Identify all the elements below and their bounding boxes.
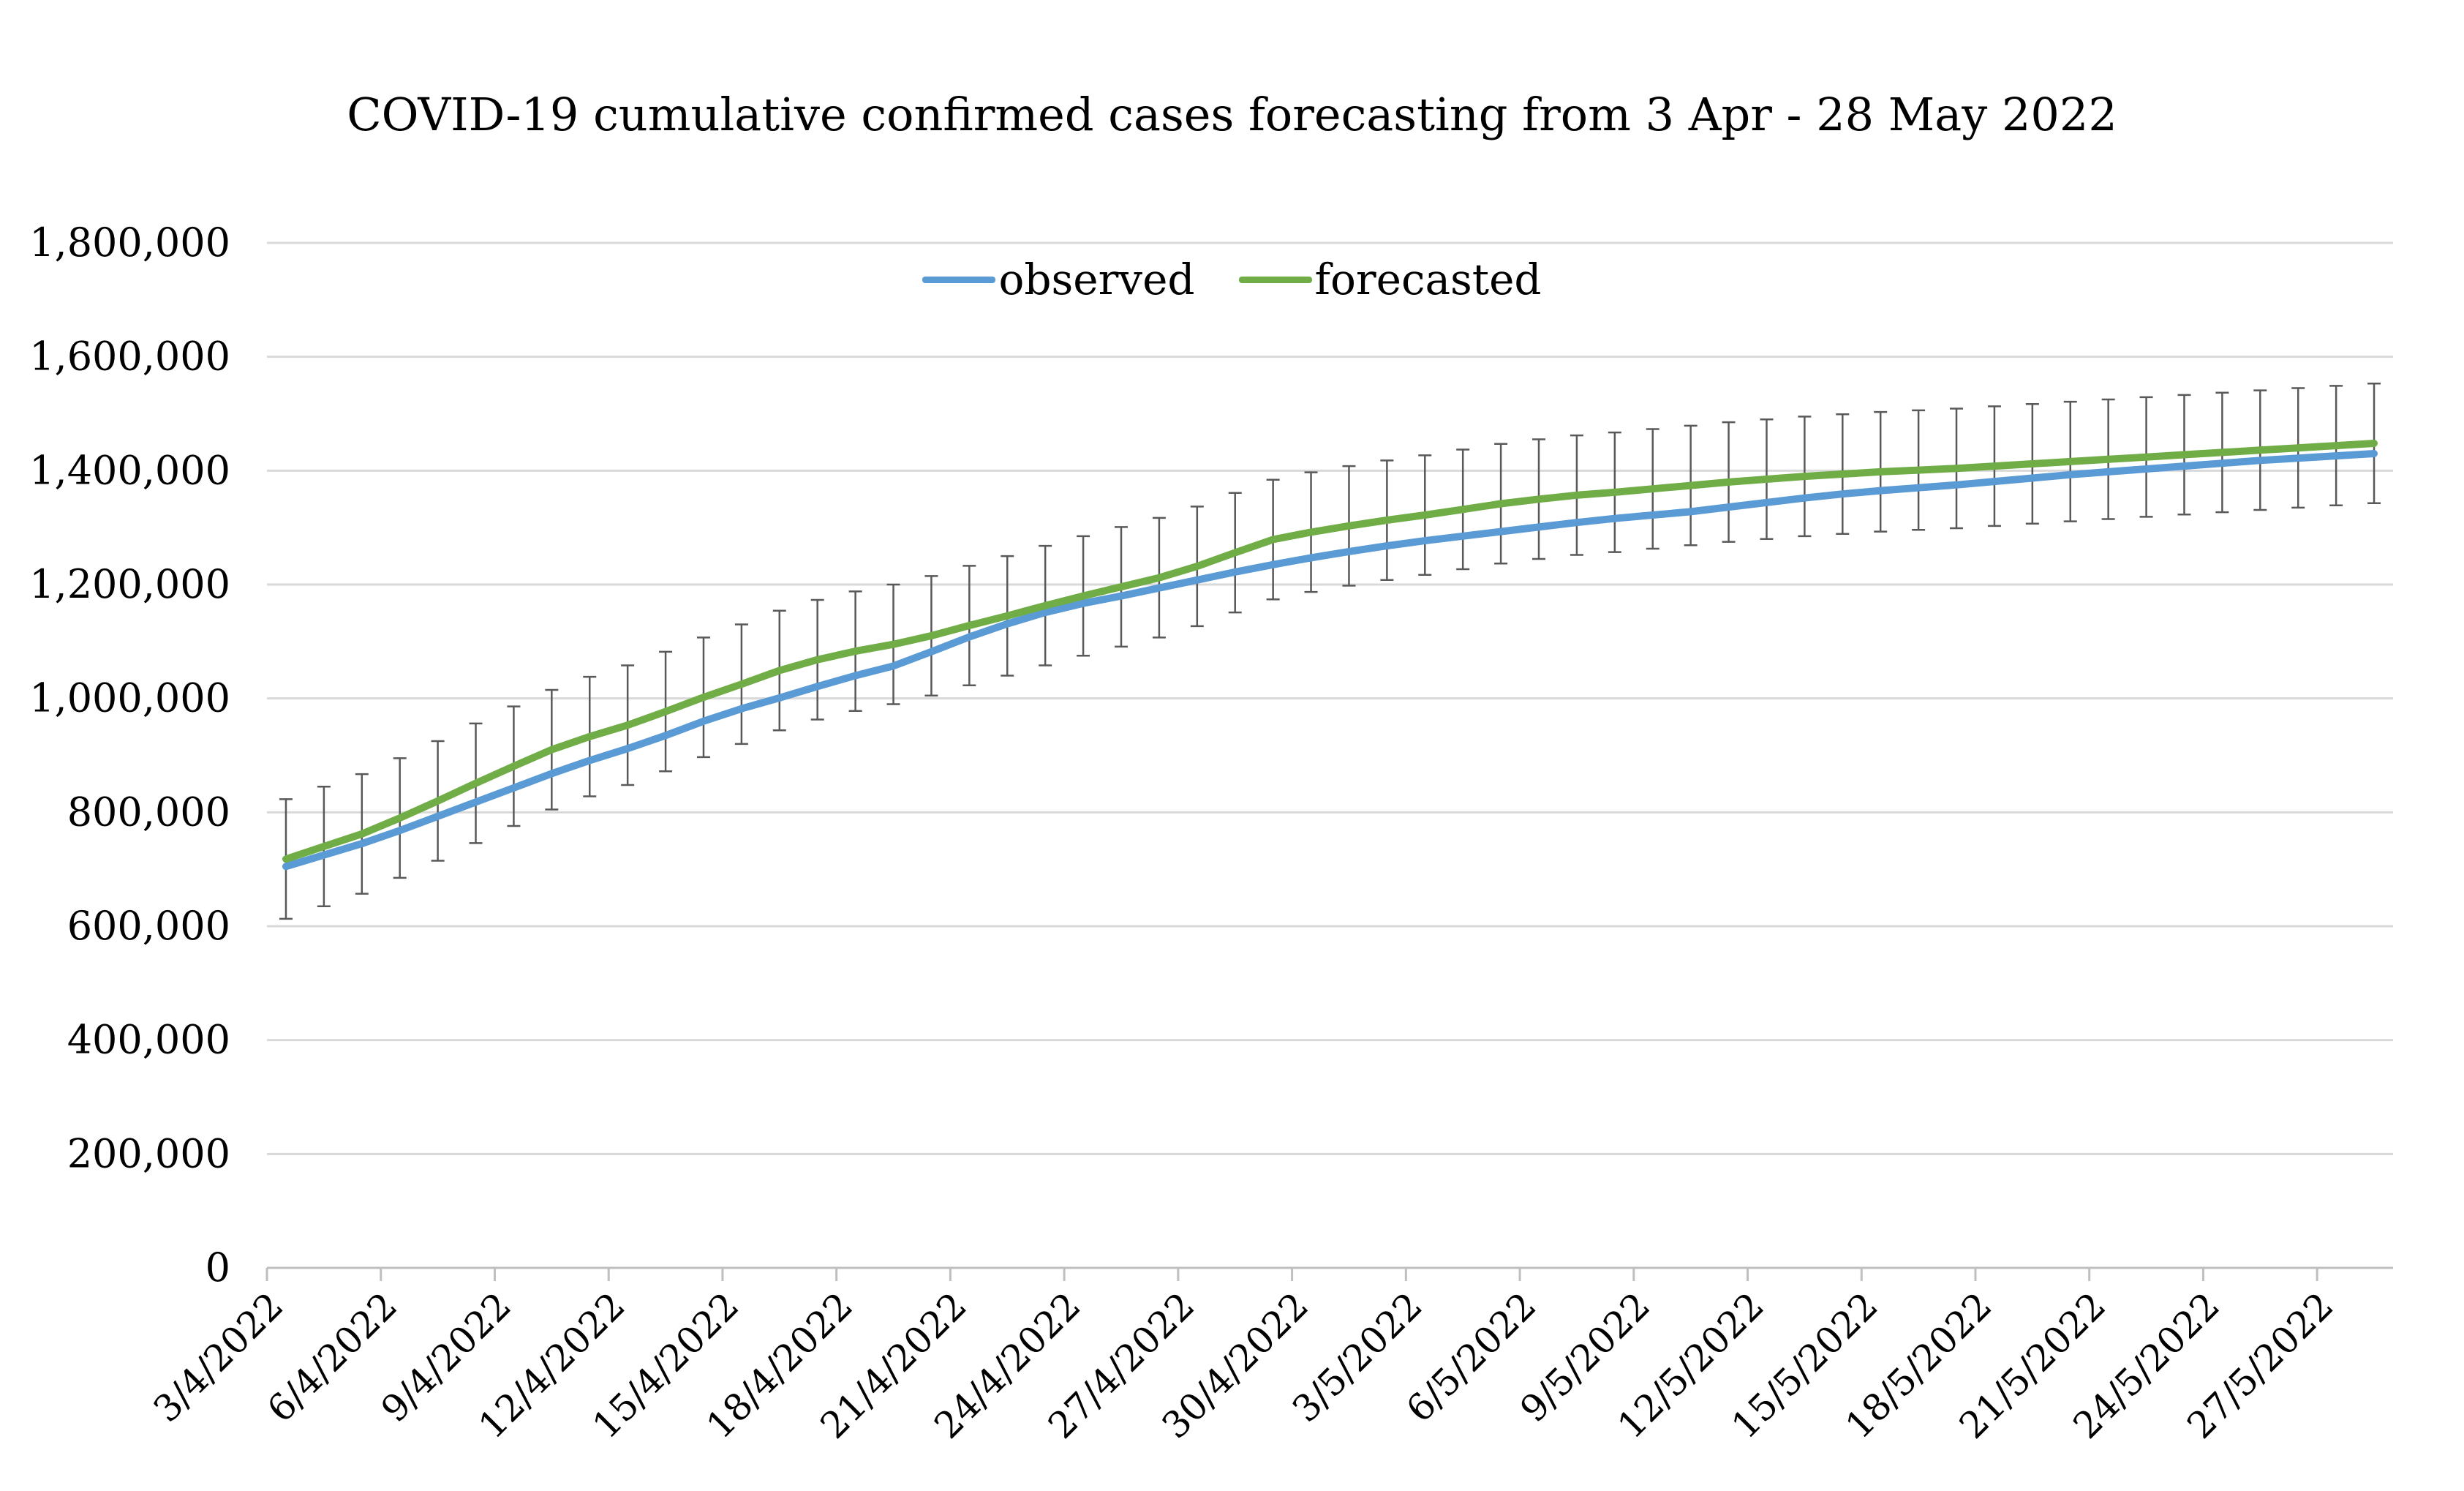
y-tick-label: 1,600,000 <box>29 334 230 380</box>
y-tick-label: 1,800,000 <box>29 219 230 266</box>
y-tick-label: 600,000 <box>67 903 230 949</box>
y-tick-label: 800,000 <box>67 789 230 835</box>
legend-item-observed: observed <box>922 255 1195 304</box>
y-tick-label: 200,000 <box>67 1130 230 1176</box>
chart-legend: observed forecasted <box>0 255 2464 304</box>
legend-swatch-forecasted <box>1238 276 1312 283</box>
y-tick-label: 1,200,000 <box>29 561 230 607</box>
y-tick-label: 400,000 <box>67 1017 230 1063</box>
y-tick-label: 1,000,000 <box>29 675 230 721</box>
series-line-forecasted <box>282 440 2378 863</box>
y-tick-label: 1,400,000 <box>29 447 230 493</box>
legend-label-forecasted: forecasted <box>1314 255 1542 304</box>
legend-label-observed: observed <box>998 255 1195 304</box>
series-line-observed <box>282 450 2378 871</box>
chart-title: COVID-19 cumulative confirmed cases fore… <box>347 88 2117 141</box>
legend-swatch-observed <box>922 276 996 283</box>
y-tick-label: 0 <box>206 1244 230 1291</box>
legend-item-forecasted: forecasted <box>1238 255 1542 304</box>
